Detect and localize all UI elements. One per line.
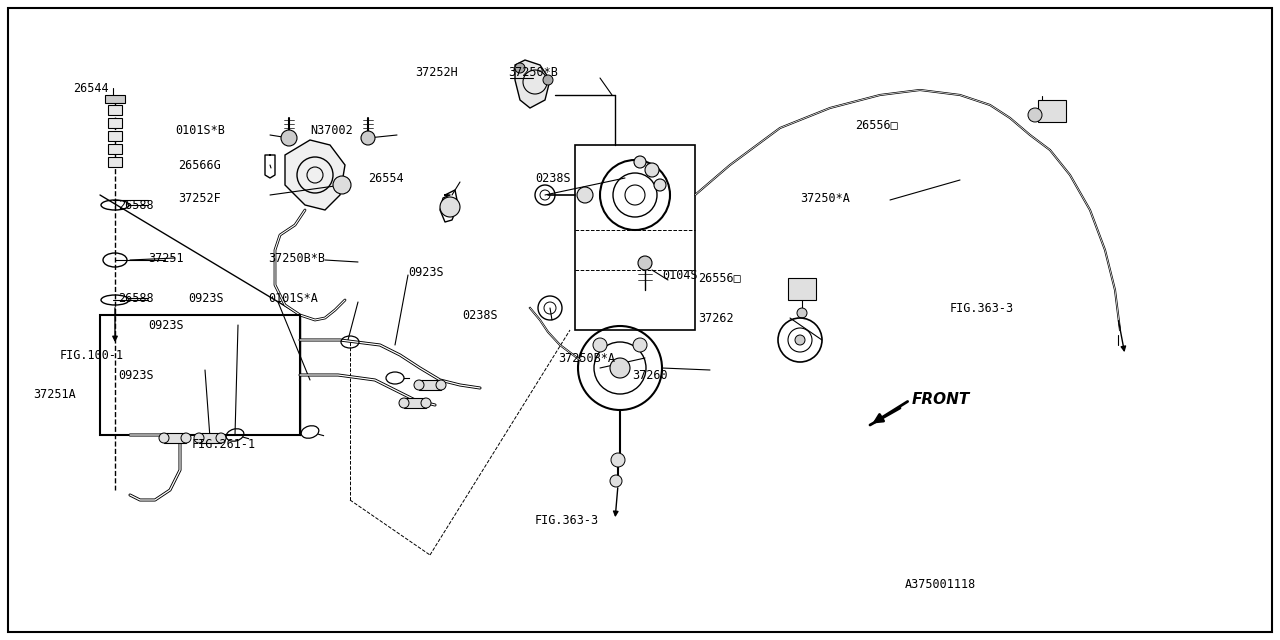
Text: 37250B*B: 37250B*B: [268, 252, 325, 264]
Text: 26544: 26544: [73, 81, 109, 95]
Bar: [419, 380, 442, 390]
Circle shape: [361, 131, 375, 145]
Circle shape: [634, 338, 646, 352]
Circle shape: [440, 197, 460, 217]
Circle shape: [195, 433, 204, 443]
Circle shape: [543, 75, 553, 85]
Text: FIG.261-1: FIG.261-1: [192, 438, 256, 451]
Polygon shape: [515, 60, 550, 108]
Circle shape: [399, 398, 410, 408]
Bar: [198, 433, 221, 443]
Text: FIG.363-3: FIG.363-3: [535, 513, 599, 527]
Text: 37251A: 37251A: [33, 388, 76, 401]
Text: 37250*A: 37250*A: [800, 191, 850, 205]
Text: 37262: 37262: [698, 312, 733, 324]
Circle shape: [333, 176, 351, 194]
Circle shape: [654, 179, 666, 191]
Text: N37002: N37002: [310, 124, 353, 136]
Circle shape: [436, 380, 445, 390]
Text: 0101S*A: 0101S*A: [268, 291, 317, 305]
Bar: [404, 398, 426, 408]
Bar: [100, 315, 300, 435]
Text: 26556□: 26556□: [698, 271, 741, 285]
Circle shape: [216, 433, 227, 443]
Circle shape: [634, 156, 646, 168]
Circle shape: [637, 256, 652, 270]
Text: FIG.100-1: FIG.100-1: [60, 349, 124, 362]
Circle shape: [797, 308, 806, 318]
Polygon shape: [285, 140, 346, 210]
Text: 0104S: 0104S: [662, 269, 698, 282]
Text: 0101S*B: 0101S*B: [175, 124, 225, 136]
Bar: [788, 278, 817, 300]
Circle shape: [1028, 108, 1042, 122]
Text: 37252F: 37252F: [178, 191, 220, 205]
Circle shape: [611, 453, 625, 467]
Text: FRONT: FRONT: [913, 392, 970, 408]
Circle shape: [413, 380, 424, 390]
Circle shape: [577, 187, 593, 203]
Text: 37250*B: 37250*B: [508, 65, 558, 79]
Bar: [105, 95, 125, 103]
Circle shape: [611, 358, 630, 378]
Bar: [1038, 100, 1066, 122]
Text: 0923S: 0923S: [408, 266, 444, 278]
Text: 26556□: 26556□: [855, 118, 897, 131]
Text: 26588: 26588: [118, 291, 154, 305]
Text: 37251: 37251: [148, 252, 183, 264]
Circle shape: [611, 475, 622, 487]
Text: 37252H: 37252H: [415, 65, 458, 79]
Text: A375001118: A375001118: [905, 579, 977, 591]
Circle shape: [421, 398, 431, 408]
Text: 0923S: 0923S: [118, 369, 154, 381]
Text: 0238S: 0238S: [462, 308, 498, 321]
Circle shape: [593, 338, 607, 352]
Text: 0238S: 0238S: [535, 172, 571, 184]
Circle shape: [515, 63, 525, 73]
Bar: [108, 157, 122, 167]
Text: 26554: 26554: [369, 172, 403, 184]
Circle shape: [282, 130, 297, 146]
Circle shape: [180, 433, 191, 443]
Text: 37250B*A: 37250B*A: [558, 351, 614, 365]
Bar: [108, 144, 122, 154]
Text: 37260: 37260: [632, 369, 668, 381]
Bar: [164, 433, 186, 443]
Circle shape: [795, 335, 805, 345]
Text: 26588: 26588: [118, 198, 154, 211]
Bar: [108, 131, 122, 141]
Text: FIG.363-3: FIG.363-3: [950, 301, 1014, 314]
Text: 0923S: 0923S: [188, 291, 224, 305]
Text: 0923S: 0923S: [148, 319, 183, 332]
Text: 26566G: 26566G: [178, 159, 220, 172]
Circle shape: [645, 163, 659, 177]
Circle shape: [159, 433, 169, 443]
Bar: [108, 105, 122, 115]
Bar: [108, 118, 122, 128]
Bar: [575, 145, 695, 330]
